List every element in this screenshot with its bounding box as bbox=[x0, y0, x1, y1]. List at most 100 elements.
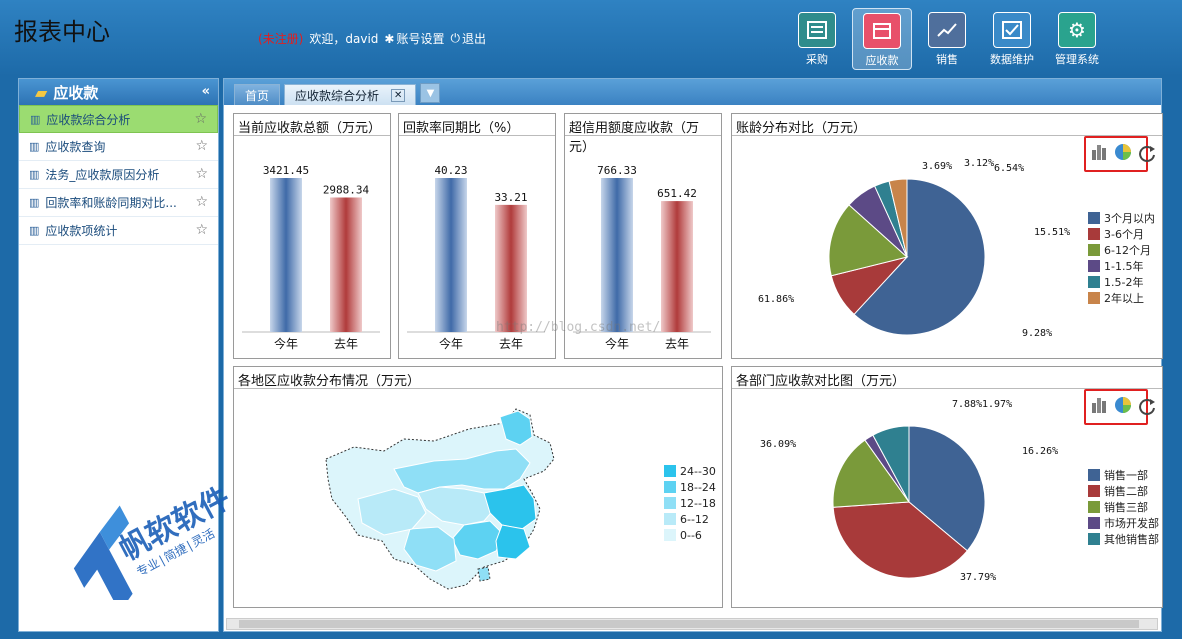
legend-item[interactable]: 3-6个月 bbox=[1088, 226, 1155, 242]
bar bbox=[435, 178, 467, 332]
category-label: 去年 bbox=[334, 337, 358, 351]
legend-swatch bbox=[1088, 533, 1100, 545]
refresh-icon[interactable] bbox=[1138, 397, 1158, 417]
legend-label: 18--24 bbox=[680, 480, 716, 494]
star-icon[interactable]: ☆ bbox=[195, 222, 208, 238]
tab-comprehensive-analysis[interactable]: 应收款综合分析 ✕ bbox=[284, 84, 417, 105]
legend-swatch bbox=[664, 465, 676, 477]
legend-item[interactable]: 销售一部 bbox=[1088, 467, 1159, 483]
bar-value-label: 2988.34 bbox=[323, 183, 370, 196]
bar-chart-switch-icon[interactable] bbox=[1090, 142, 1110, 162]
toolbar-purchase-button[interactable]: 采购 bbox=[787, 8, 847, 70]
logout-link[interactable]: ⏻ 退出 bbox=[450, 30, 486, 47]
toolbar-receivable-label: 应收款 bbox=[865, 54, 899, 67]
refresh-icon[interactable] bbox=[1138, 144, 1158, 164]
pie-chart-switch-icon[interactable] bbox=[1113, 142, 1133, 162]
sidebar-item-label: 应收款综合分析 bbox=[46, 112, 131, 127]
legend-label: 6--12 bbox=[680, 512, 709, 526]
fanruan-logo: 帆软软件 专业|简捷|灵活 bbox=[73, 481, 236, 600]
legend-item[interactable]: 1.5-2年 bbox=[1088, 274, 1155, 290]
legend-item[interactable]: 6--12 bbox=[664, 511, 716, 527]
account-settings-link[interactable]: ✱ 账号设置 bbox=[384, 30, 444, 47]
pie-value-label: 16.26% bbox=[1022, 446, 1058, 457]
legend-item[interactable]: 1-1.5年 bbox=[1088, 258, 1155, 274]
pie-value-label: 7.88% bbox=[952, 399, 982, 410]
legend-item[interactable]: 24--30 bbox=[664, 463, 716, 479]
gear-icon: ⚙ bbox=[1058, 12, 1096, 48]
sales-icon bbox=[928, 12, 966, 48]
china-map[interactable] bbox=[234, 389, 722, 607]
bar-value-label: 3421.45 bbox=[263, 164, 309, 177]
legend-swatch bbox=[1088, 228, 1100, 240]
star-icon[interactable]: ☆ bbox=[194, 111, 207, 127]
tab-dropdown-button[interactable]: ▼ bbox=[420, 83, 441, 103]
pie-slice bbox=[853, 178, 986, 336]
legend-item[interactable]: 销售二部 bbox=[1088, 483, 1159, 499]
legend-label: 0--6 bbox=[680, 528, 702, 542]
bar-value-label: 40.23 bbox=[434, 164, 467, 177]
sidebar-item-statistics[interactable]: ▥ 应收款项统计 ☆ bbox=[19, 217, 218, 245]
bar-chart-switch-icon[interactable] bbox=[1090, 395, 1110, 415]
bar bbox=[270, 178, 302, 332]
bar-chart-icon: ▥ bbox=[29, 140, 40, 153]
legend-item[interactable]: 12--18 bbox=[664, 495, 716, 511]
legend-swatch bbox=[664, 481, 676, 493]
legend-swatch bbox=[1088, 260, 1100, 272]
toolbar-receivable-button[interactable]: 应收款 bbox=[852, 8, 912, 70]
legend-item[interactable]: 3个月以内 bbox=[1088, 210, 1155, 226]
star-icon[interactable]: ☆ bbox=[195, 138, 208, 154]
legend-label: 销售一部 bbox=[1104, 469, 1148, 482]
panel-over-credit: 超信用额度应收款（万元） 766.33 今年 651.42 去年 bbox=[564, 113, 722, 359]
legend-swatch bbox=[1088, 485, 1100, 497]
legend-swatch bbox=[664, 513, 676, 525]
pie-value-label: 9.28% bbox=[1022, 328, 1052, 339]
legend-swatch bbox=[1088, 517, 1100, 529]
panel-title: 账龄分布对比（万元） bbox=[732, 114, 1162, 136]
legend-label: 24--30 bbox=[680, 464, 716, 478]
legend-item[interactable]: 市场开发部 bbox=[1088, 515, 1159, 531]
toolbar-data-maintain-button[interactable]: 数据维护 bbox=[982, 8, 1042, 70]
legend-item[interactable]: 18--24 bbox=[664, 479, 716, 495]
toolbar-data-maintain-label: 数据维护 bbox=[990, 53, 1034, 66]
legend-label: 销售三部 bbox=[1104, 501, 1148, 514]
scrollbar-thumb[interactable] bbox=[239, 620, 1139, 628]
watermark-text: http://blog.csdn.net/ bbox=[496, 320, 661, 335]
toolbar-manage-button[interactable]: ⚙ 管理系统 bbox=[1047, 8, 1107, 70]
sidebar-item-collection-aging[interactable]: ▥ 回款率和账龄同期对比... ☆ bbox=[19, 189, 218, 217]
pie-value-label: 6.54% bbox=[994, 163, 1024, 174]
legend-item[interactable]: 其他销售部 bbox=[1088, 531, 1159, 547]
collapse-icon[interactable]: « bbox=[201, 84, 210, 99]
legend-swatch bbox=[664, 529, 676, 541]
panel-collection-rate: 回款率同期比（%） 40.23 今年 33.21 去年 bbox=[398, 113, 556, 359]
pie-value-label: 15.51% bbox=[1034, 227, 1070, 238]
bar-value-label: 651.42 bbox=[657, 187, 697, 200]
bar bbox=[601, 178, 633, 332]
bar-chart-total: 3421.45 今年 2988.34 去年 bbox=[242, 164, 380, 351]
legend-label: 3个月以内 bbox=[1104, 212, 1155, 225]
sidebar-item-query[interactable]: ▥ 应收款查询 ☆ bbox=[19, 133, 218, 161]
legend-swatch bbox=[1088, 244, 1100, 256]
legend-item[interactable]: 0--6 bbox=[664, 527, 716, 543]
pie-chart-switch-icon[interactable] bbox=[1113, 395, 1133, 415]
toolbar-sales-button[interactable]: 销售 bbox=[917, 8, 977, 70]
close-icon[interactable]: ✕ bbox=[391, 88, 406, 102]
legend-item[interactable]: 6-12个月 bbox=[1088, 242, 1155, 258]
panel-title: 回款率同期比（%） bbox=[399, 114, 555, 136]
bar-chart-icon: ▥ bbox=[29, 224, 40, 237]
panel-region-distribution: 各地区应收款分布情况（万元） 24--30 18--24 12--18 6--12 0-… bbox=[233, 366, 723, 608]
tab-home[interactable]: 首页 bbox=[234, 84, 281, 105]
toolbar-manage-label: 管理系统 bbox=[1055, 53, 1099, 66]
star-icon[interactable]: ☆ bbox=[195, 194, 208, 210]
legend-swatch bbox=[1088, 212, 1100, 224]
legend-item[interactable]: 销售三部 bbox=[1088, 499, 1159, 515]
bar-value-label: 33.21 bbox=[494, 191, 527, 204]
horizontal-scrollbar[interactable] bbox=[226, 618, 1158, 630]
folder-star-icon: ▰ bbox=[35, 82, 48, 102]
legend-item[interactable]: 2年以上 bbox=[1088, 290, 1155, 306]
power-icon: ⏻ bbox=[450, 31, 460, 45]
logout-label: 退出 bbox=[461, 32, 486, 46]
sidebar-item-comprehensive-analysis[interactable]: ▥ 应收款综合分析 ☆ bbox=[19, 105, 218, 133]
pie-chart-department: 36.09% 37.79% 16.26% 1.97%7.88% bbox=[760, 399, 1058, 583]
sidebar-item-legal-analysis[interactable]: ▥ 法务_应收款原因分析 ☆ bbox=[19, 161, 218, 189]
star-icon[interactable]: ☆ bbox=[195, 166, 208, 182]
